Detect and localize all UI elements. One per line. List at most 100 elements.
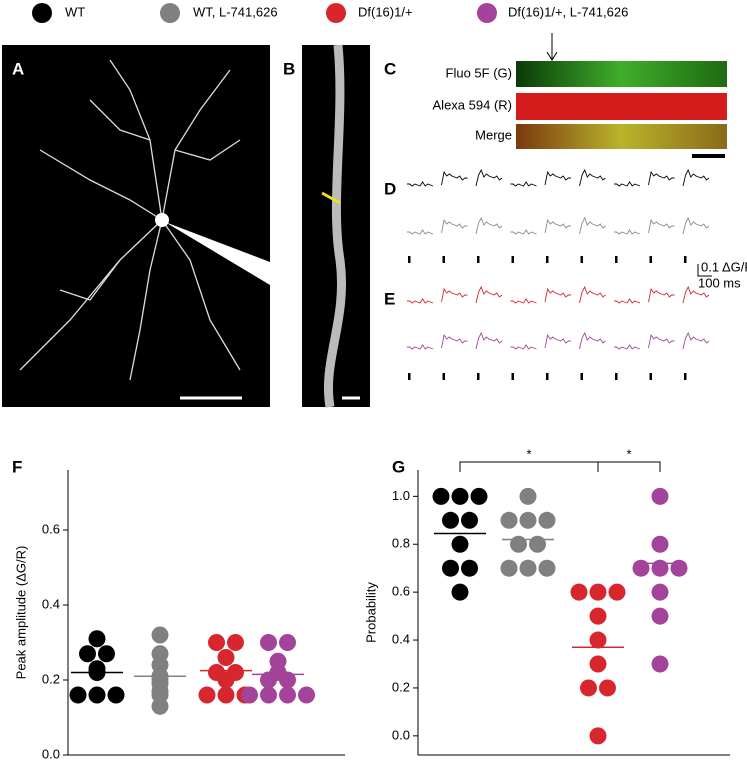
data-point xyxy=(519,487,537,505)
significance-mark: * xyxy=(526,446,531,461)
trace xyxy=(614,298,641,304)
y-tick-label: 0.2 xyxy=(392,679,410,694)
legend-swatch xyxy=(477,3,497,23)
data-point xyxy=(79,645,96,663)
data-point xyxy=(538,511,556,529)
stim-tick xyxy=(408,373,411,380)
stim-tick xyxy=(649,373,652,380)
trace xyxy=(682,216,710,235)
data-point xyxy=(217,649,235,666)
panel-label: A xyxy=(12,59,24,78)
data-point xyxy=(260,686,277,704)
trace xyxy=(475,285,503,304)
stim-tick xyxy=(511,256,514,263)
significance-mark: * xyxy=(626,446,631,461)
stim-tick xyxy=(580,373,583,380)
stim-tick xyxy=(511,373,514,380)
data-point xyxy=(500,559,518,577)
data-point xyxy=(589,583,607,601)
significance-bracket xyxy=(459,461,599,472)
neuron xyxy=(19,59,241,381)
trace xyxy=(475,331,503,350)
data-point xyxy=(442,559,459,577)
trace xyxy=(441,333,468,349)
data-point xyxy=(260,671,277,689)
data-point xyxy=(651,607,669,625)
dendrite xyxy=(323,44,347,408)
trace xyxy=(407,298,434,304)
data-point xyxy=(279,634,296,651)
legend-label: Df(16)1/+ xyxy=(358,4,413,19)
trace xyxy=(648,170,675,186)
y-axis-label: Peak amplitude (ΔG/R) xyxy=(13,546,28,680)
data-point xyxy=(151,697,169,715)
trace xyxy=(510,229,537,235)
trace xyxy=(614,181,641,187)
stim-tick xyxy=(546,256,549,263)
panel-label: G xyxy=(392,457,405,476)
trace xyxy=(475,168,503,187)
legend-label: Df(16)1/+, L-741,626 xyxy=(508,4,628,19)
trace xyxy=(544,333,571,349)
stim-tick xyxy=(408,256,411,263)
trace xyxy=(510,181,537,187)
data-point xyxy=(461,559,478,577)
panel-label: E xyxy=(384,289,395,308)
channel-label: Fluo 5F (G) xyxy=(446,65,512,80)
data-point xyxy=(241,686,258,704)
trace xyxy=(407,181,434,187)
data-point xyxy=(88,686,106,704)
stim-arrow xyxy=(546,33,558,61)
data-point xyxy=(217,686,235,704)
data-point xyxy=(529,535,546,553)
data-point xyxy=(451,583,469,601)
trace xyxy=(648,287,675,303)
y-tick-label: 0.0 xyxy=(392,727,410,742)
data-point xyxy=(432,487,450,505)
trace xyxy=(441,170,468,186)
data-point xyxy=(500,511,518,529)
trace xyxy=(407,229,434,235)
data-point xyxy=(570,583,588,601)
trace xyxy=(614,344,641,350)
data-point xyxy=(510,535,527,553)
scale-bar xyxy=(697,264,712,277)
data-point xyxy=(651,487,669,505)
data-point xyxy=(107,686,125,704)
panel-label: F xyxy=(12,457,22,476)
data-point xyxy=(519,511,537,529)
green-channel xyxy=(516,61,727,87)
trace xyxy=(544,218,571,234)
stim-tick xyxy=(649,256,652,263)
data-point xyxy=(589,607,607,625)
trace xyxy=(614,229,641,235)
pipette xyxy=(165,222,270,285)
panel-label: D xyxy=(384,179,396,198)
data-point xyxy=(632,559,650,577)
y-tick-label: 0.2 xyxy=(42,671,60,686)
trace xyxy=(648,218,675,234)
data-point xyxy=(538,559,556,577)
legend-swatch xyxy=(32,3,52,23)
y-tick-label: 0.6 xyxy=(392,584,410,599)
data-point xyxy=(198,686,216,704)
y-tick-label: 0.4 xyxy=(392,631,410,646)
trace xyxy=(648,333,675,349)
stim-tick xyxy=(442,373,445,380)
trace xyxy=(441,287,468,303)
trace xyxy=(579,216,606,235)
data-point xyxy=(69,686,87,704)
trace xyxy=(475,216,503,235)
data-point xyxy=(589,655,607,673)
line-scan xyxy=(321,191,341,205)
data-point xyxy=(279,671,296,689)
data-point xyxy=(208,634,225,651)
channel-label: Alexa 594 (R) xyxy=(433,97,512,112)
stim-tick xyxy=(477,256,480,263)
y-tick-label: 0.4 xyxy=(42,596,60,611)
panel-label: B xyxy=(283,59,295,78)
data-point xyxy=(651,655,669,673)
data-point xyxy=(461,511,478,529)
legend-label: WT xyxy=(65,4,85,19)
data-point xyxy=(88,630,106,648)
